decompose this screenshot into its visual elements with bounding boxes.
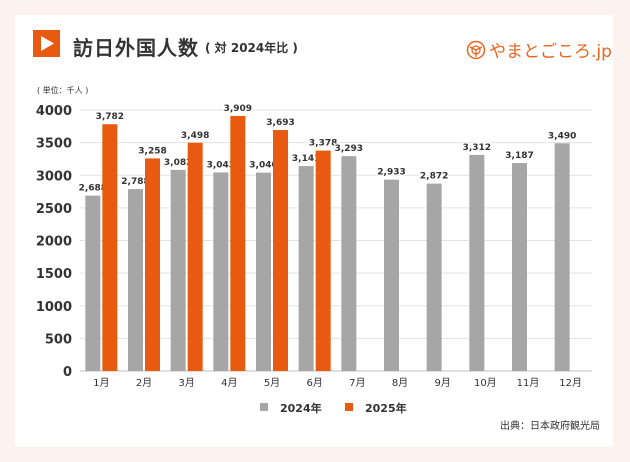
unit-label: ( 単位：千人 ) bbox=[37, 86, 89, 95]
data-label: 2,788 bbox=[121, 177, 149, 187]
legend-label: 2024年 bbox=[280, 401, 322, 415]
bar-2024年 bbox=[256, 172, 271, 371]
page-subtitle: ( 対 2024年比 ) bbox=[205, 41, 298, 55]
x-tick-label: 7月 bbox=[349, 377, 365, 389]
data-label: 3,312 bbox=[463, 143, 491, 153]
bar-2024年 bbox=[341, 156, 357, 371]
y-tick-label: 1000 bbox=[36, 300, 72, 315]
x-tick-label: 10月 bbox=[474, 377, 497, 389]
logo-text: やまとごころ.jp bbox=[489, 42, 612, 62]
data-label: 3,490 bbox=[548, 131, 576, 141]
legend-swatch bbox=[345, 403, 353, 411]
data-label: 3,909 bbox=[224, 104, 252, 114]
bar-2024年 bbox=[298, 166, 314, 371]
x-tick-label: 11月 bbox=[517, 377, 540, 389]
x-tick-label: 12月 bbox=[559, 377, 582, 389]
x-tick-label: 1月 bbox=[93, 377, 109, 389]
x-tick-label: 4月 bbox=[221, 377, 237, 389]
y-tick-label: 4000 bbox=[36, 104, 72, 119]
bar-2024年 bbox=[170, 169, 186, 371]
source-note: 出典：日本政府観光局 bbox=[500, 421, 600, 432]
bar-2024年 bbox=[512, 163, 527, 371]
bar-2025年 bbox=[230, 115, 246, 372]
logo-emblem-icon bbox=[466, 40, 486, 59]
data-label: 2,688 bbox=[79, 184, 107, 194]
data-label: 3,187 bbox=[505, 151, 533, 161]
data-label: 3,693 bbox=[266, 118, 294, 128]
data-label: 3,043 bbox=[207, 160, 235, 170]
legend-label: 2025年 bbox=[365, 401, 407, 415]
y-tick-label: 1500 bbox=[36, 267, 72, 282]
bar-2024年 bbox=[128, 189, 143, 371]
x-tick-label: 5月 bbox=[264, 377, 280, 389]
y-tick-label: 3500 bbox=[36, 137, 72, 152]
y-tick-label: 0 bbox=[63, 365, 72, 380]
y-tick-label: 2000 bbox=[36, 235, 72, 250]
y-tick-label: 500 bbox=[45, 332, 72, 347]
x-tick-label: 9月 bbox=[434, 377, 450, 389]
bar-2024年 bbox=[213, 172, 229, 371]
bar-2024年 bbox=[554, 143, 570, 371]
x-tick-label: 2月 bbox=[136, 377, 152, 389]
bar-2024年 bbox=[426, 183, 442, 371]
x-tick-label: 3月 bbox=[178, 377, 194, 389]
page-title: 訪日外国人数 bbox=[73, 36, 199, 60]
data-label: 3,258 bbox=[138, 146, 166, 156]
logo: やまとごころ.jp bbox=[466, 37, 612, 62]
x-tick-label: 8月 bbox=[392, 377, 408, 389]
bar-2025年 bbox=[273, 130, 288, 371]
bar-2024年 bbox=[384, 179, 399, 371]
x-tick-label: 6月 bbox=[306, 377, 322, 389]
play-triangle-icon bbox=[33, 30, 60, 57]
data-label: 3,782 bbox=[96, 112, 124, 122]
data-label: 3,141 bbox=[292, 154, 320, 164]
data-label: 3,040 bbox=[249, 161, 277, 171]
data-label: 2,933 bbox=[377, 168, 405, 178]
legend-swatch bbox=[260, 403, 268, 411]
bar-2024年 bbox=[85, 195, 101, 371]
bar-2025年 bbox=[102, 124, 118, 371]
bar-2025年 bbox=[315, 150, 331, 371]
bar-2024年 bbox=[469, 154, 485, 371]
data-label: 3,498 bbox=[181, 131, 209, 141]
data-label: 3,378 bbox=[309, 139, 337, 149]
data-label: 2,872 bbox=[420, 172, 448, 182]
data-label: 3,293 bbox=[335, 144, 363, 154]
data-label: 3,082 bbox=[164, 158, 192, 168]
bar-2025年 bbox=[145, 158, 160, 371]
y-tick-label: 2500 bbox=[36, 202, 72, 217]
y-tick-label: 3000 bbox=[36, 169, 72, 184]
bar-2025年 bbox=[187, 142, 203, 371]
